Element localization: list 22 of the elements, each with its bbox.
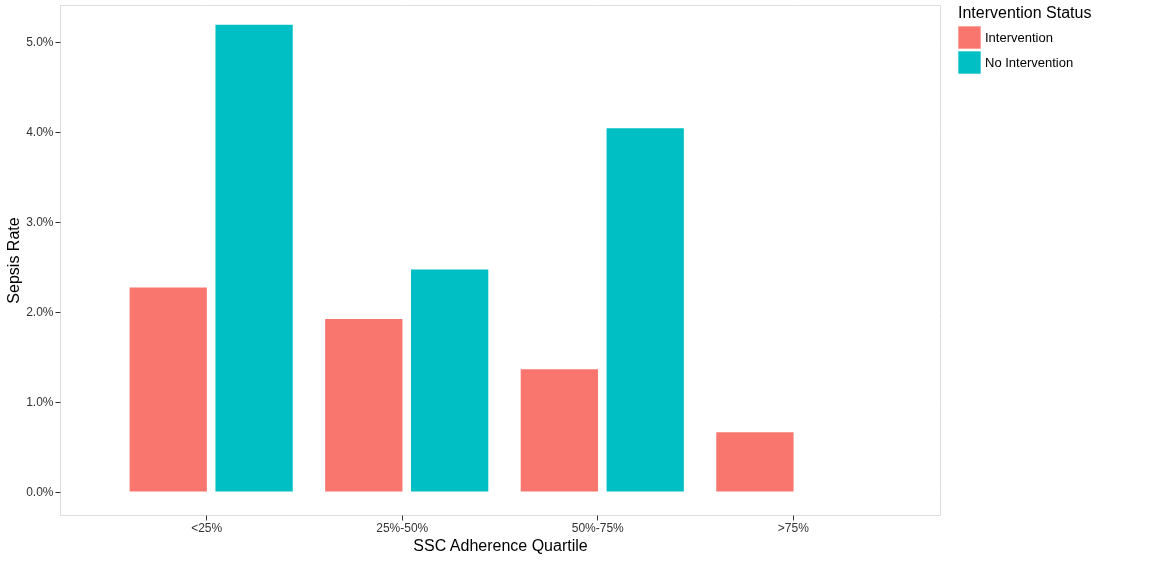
y-tick-label: 5.0% bbox=[26, 35, 54, 50]
legend-title: Intervention Status bbox=[958, 4, 1092, 21]
y-tick-label: 1.0% bbox=[26, 395, 54, 410]
bar bbox=[411, 269, 489, 492]
y-tick-label: 3.0% bbox=[26, 215, 54, 230]
x-tick-label: <25% bbox=[191, 520, 223, 535]
y-tick-label: 2.0% bbox=[26, 305, 54, 320]
bar bbox=[215, 24, 293, 492]
bar bbox=[325, 318, 403, 492]
bar bbox=[129, 287, 207, 492]
legend-label: Intervention bbox=[985, 29, 1053, 45]
x-tick-label: 50%-75% bbox=[571, 520, 625, 535]
x-tick-label: 25%-50% bbox=[376, 520, 429, 535]
bar bbox=[716, 432, 794, 492]
legend-label: No Intervention bbox=[985, 54, 1074, 70]
y-tick-label: 0.0% bbox=[26, 485, 54, 500]
bar bbox=[606, 128, 684, 492]
y-axis-title: Sepsis Rate bbox=[5, 217, 23, 304]
x-tick-label: >75% bbox=[777, 520, 810, 535]
y-tick-label: 4.0% bbox=[26, 125, 54, 140]
bar bbox=[520, 369, 598, 492]
x-axis-title: SSC Adherence Quartile bbox=[413, 536, 588, 554]
